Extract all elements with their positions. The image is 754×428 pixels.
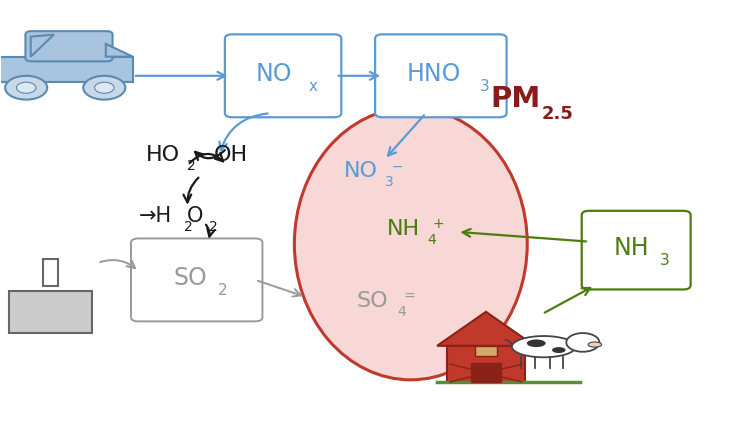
Text: +: + (433, 217, 444, 231)
Text: NH: NH (387, 219, 420, 239)
Text: 2: 2 (218, 283, 228, 298)
Text: NH: NH (614, 236, 649, 260)
Text: =: = (403, 290, 415, 304)
Ellipse shape (294, 108, 527, 380)
Text: →H: →H (139, 206, 172, 226)
Circle shape (83, 76, 125, 100)
Text: HNO: HNO (406, 62, 461, 86)
Text: SO: SO (357, 291, 388, 311)
Circle shape (566, 333, 599, 352)
Polygon shape (437, 312, 535, 346)
Text: 4: 4 (397, 305, 406, 319)
FancyBboxPatch shape (375, 34, 507, 117)
Text: −: − (391, 159, 403, 173)
FancyBboxPatch shape (43, 259, 58, 286)
Text: 2: 2 (184, 220, 193, 234)
Text: 4: 4 (428, 232, 437, 247)
FancyBboxPatch shape (9, 291, 91, 333)
FancyBboxPatch shape (26, 31, 112, 61)
Text: 3: 3 (385, 175, 394, 189)
Text: 3: 3 (660, 253, 670, 268)
Circle shape (5, 76, 48, 100)
Ellipse shape (527, 339, 546, 347)
Ellipse shape (588, 342, 602, 347)
FancyBboxPatch shape (471, 363, 501, 382)
FancyBboxPatch shape (447, 346, 525, 382)
Text: 2.5: 2.5 (541, 105, 573, 123)
Text: NO: NO (344, 161, 378, 181)
Text: O: O (187, 206, 204, 226)
Text: 2: 2 (209, 220, 218, 234)
Circle shape (94, 82, 114, 93)
Circle shape (17, 82, 36, 93)
Ellipse shape (552, 347, 566, 353)
Polygon shape (0, 56, 133, 82)
Text: SO: SO (174, 266, 207, 290)
Text: x: x (308, 79, 317, 94)
FancyBboxPatch shape (581, 211, 691, 289)
FancyBboxPatch shape (475, 346, 497, 357)
Polygon shape (31, 35, 54, 56)
Text: PM: PM (491, 85, 541, 113)
Text: NO: NO (256, 62, 293, 86)
Text: OH: OH (213, 146, 247, 165)
Text: HO: HO (146, 146, 180, 165)
FancyBboxPatch shape (225, 34, 342, 117)
Ellipse shape (512, 336, 576, 357)
Polygon shape (106, 44, 133, 56)
FancyBboxPatch shape (131, 238, 262, 321)
Text: 3: 3 (480, 79, 489, 94)
Text: 2: 2 (187, 159, 196, 173)
